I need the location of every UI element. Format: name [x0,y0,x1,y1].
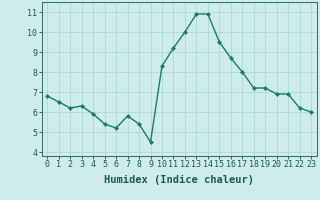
X-axis label: Humidex (Indice chaleur): Humidex (Indice chaleur) [104,175,254,185]
